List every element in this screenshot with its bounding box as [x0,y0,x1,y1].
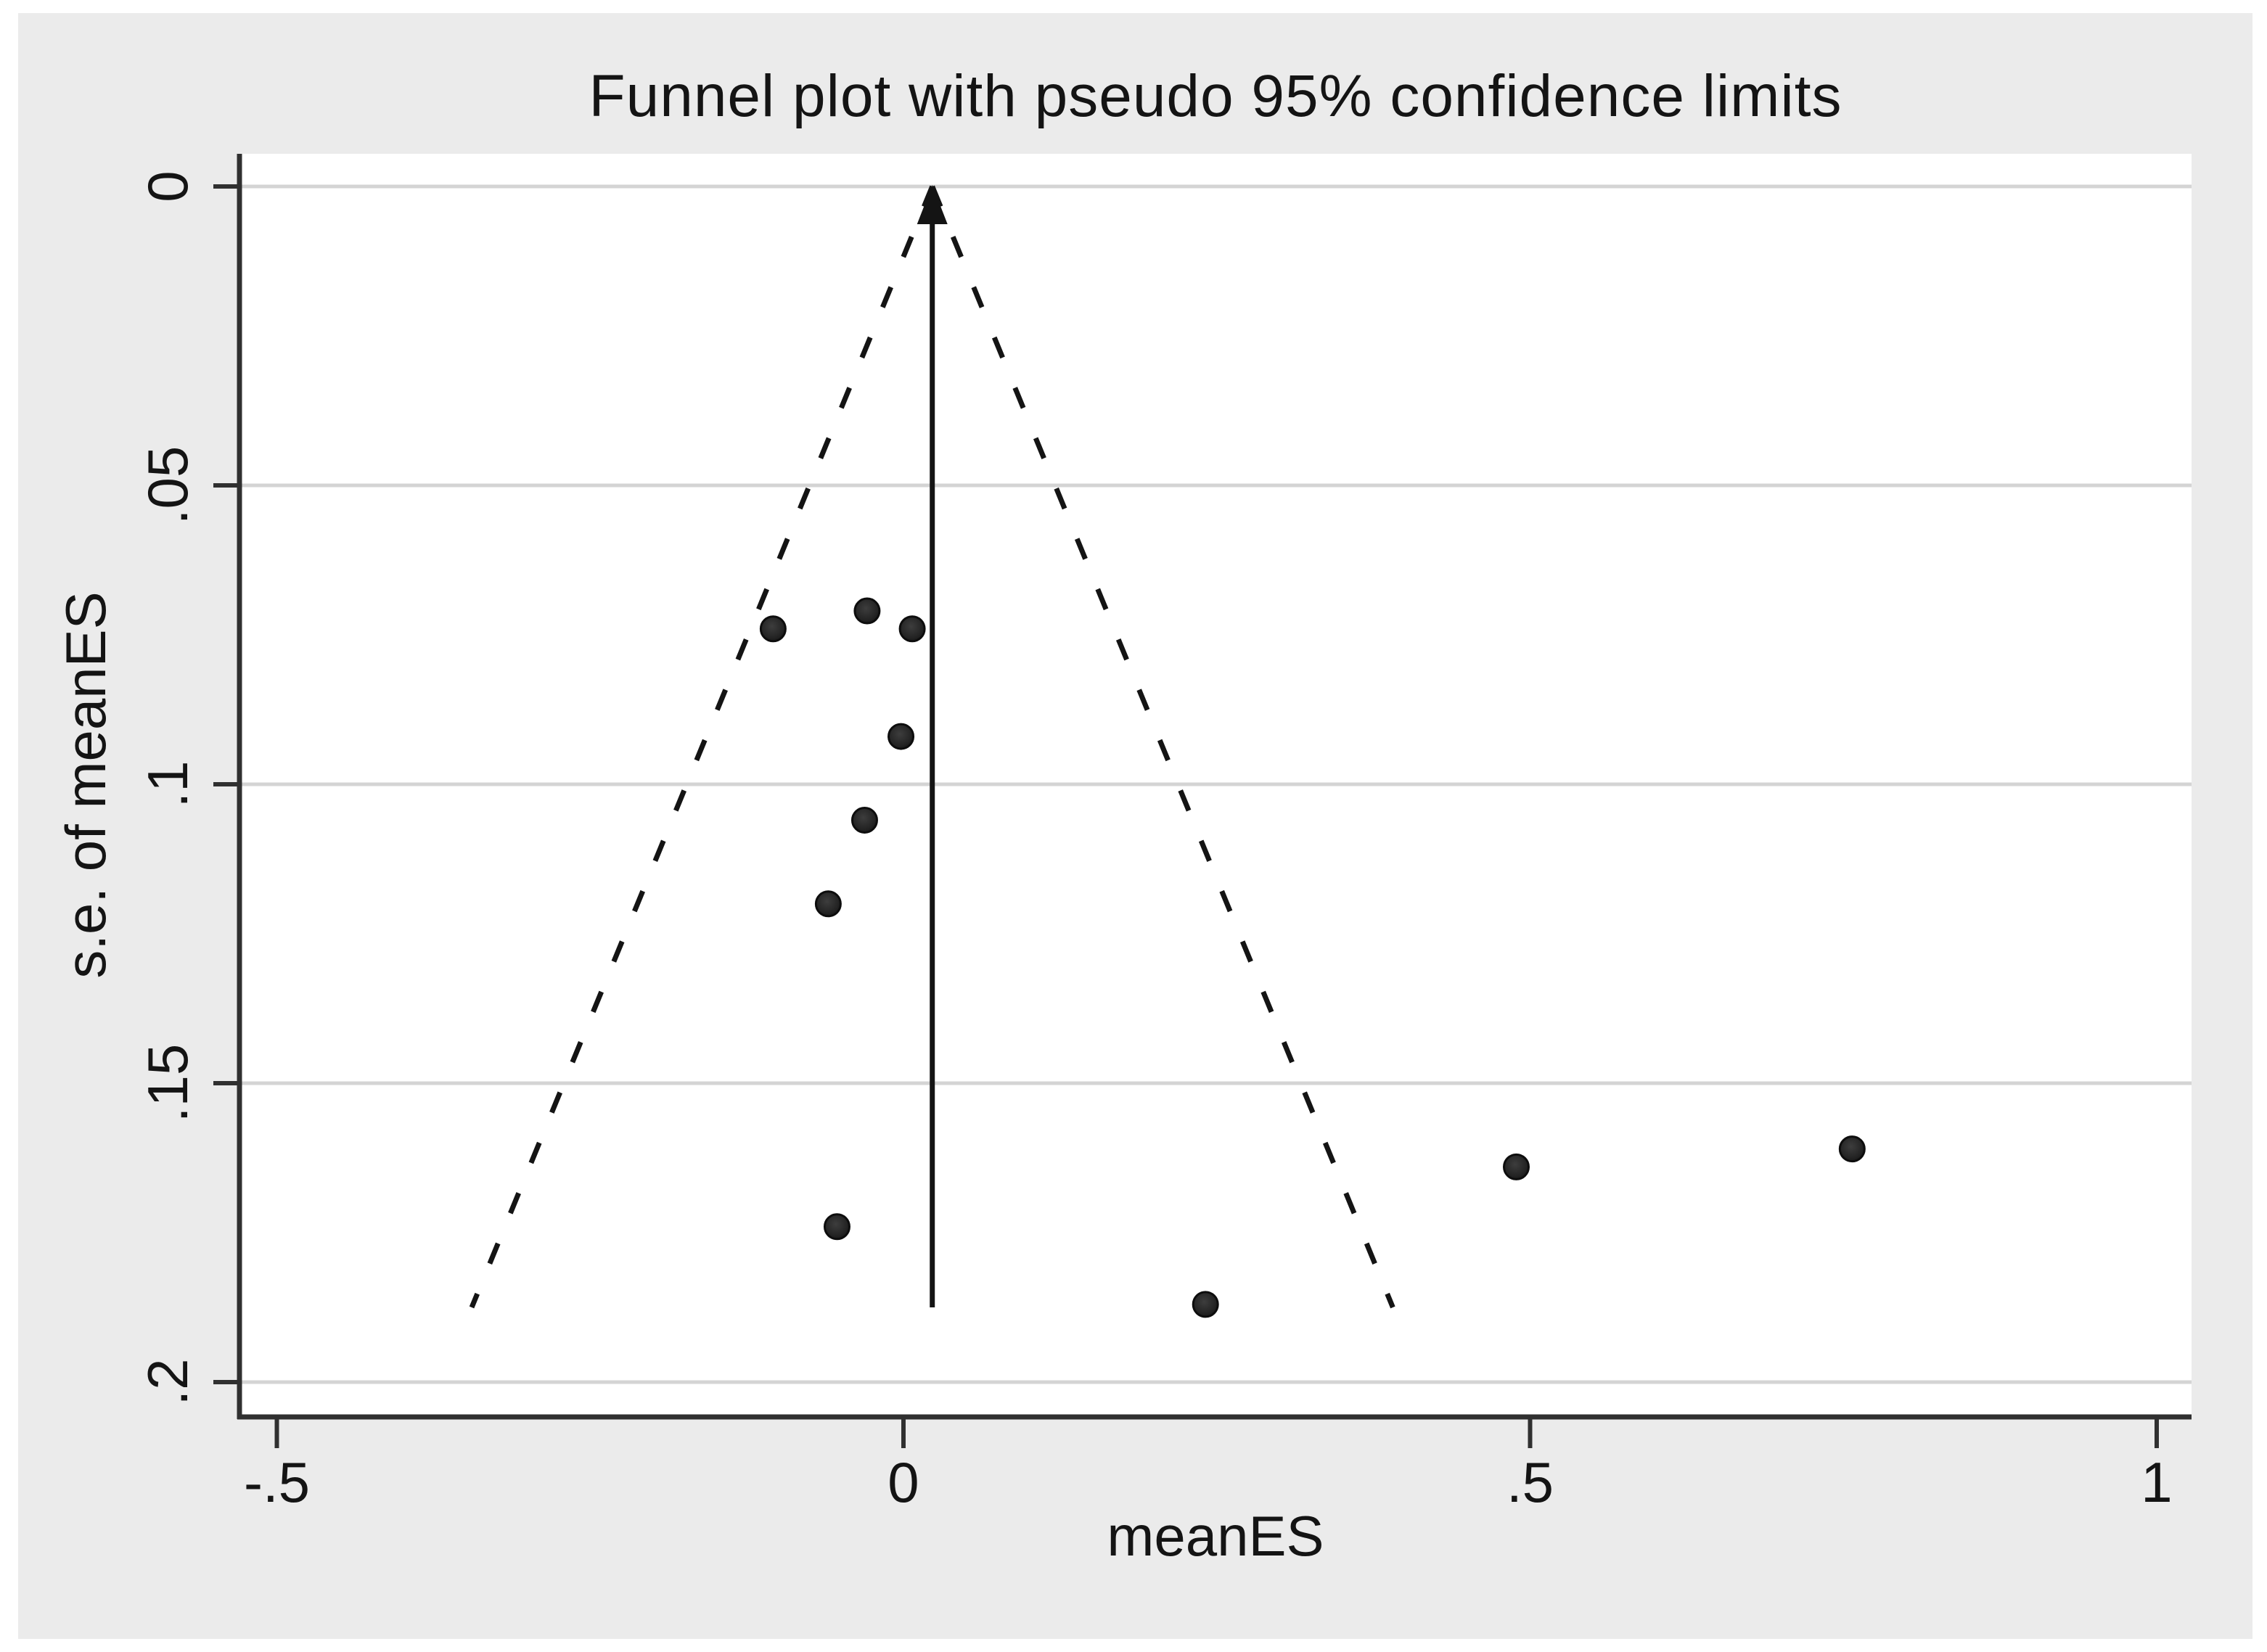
study-point-9 [1503,1153,1530,1180]
x-axis-title: meanES [1107,1504,1324,1568]
funnel-upper-ci-line [930,185,1395,1309]
study-point-10 [1838,1135,1866,1163]
study-point-1 [759,615,787,643]
y-tick-label-.15: .15 [136,1044,200,1122]
study-point-2 [853,597,881,625]
y-tick-label-.2: .2 [136,1358,200,1405]
y-tick-label-.1: .1 [136,760,200,807]
x-tick-label--.5: -.5 [244,1450,310,1514]
y-axis-title: s.e. of meanES [54,591,118,979]
chart-title: Funnel plot with pseudo 95% confidence l… [589,63,1842,129]
y-tick-label-.05: .05 [136,446,200,525]
x-tick-label-0: 0 [887,1450,919,1514]
study-point-8 [1192,1291,1219,1318]
x-tick-label-.5: .5 [1506,1450,1554,1514]
funnel-lower-ci-line [469,185,935,1309]
study-point-4 [887,723,915,750]
x-tick-label-1: 1 [2141,1450,2172,1514]
y-tick-label-0: 0 [136,170,200,202]
study-point-3 [898,615,926,643]
study-point-7 [823,1213,850,1241]
study-point-6 [814,890,842,918]
pooled-estimate-arrowhead [917,185,948,224]
study-point-5 [850,806,878,834]
